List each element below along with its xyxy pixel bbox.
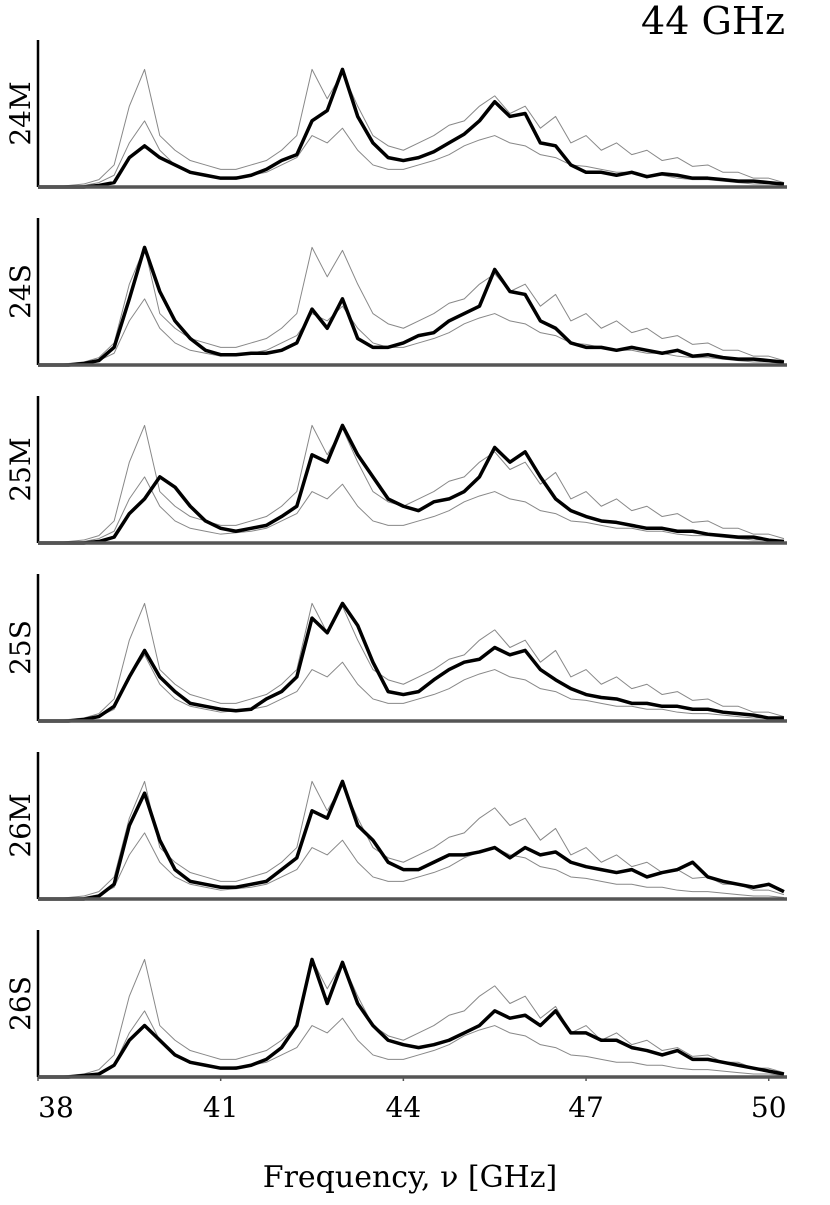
x-tick-label: 50 <box>751 1091 787 1124</box>
spectrum-line <box>38 67 785 189</box>
spectrum-line <box>38 424 785 544</box>
panel-label: 24M <box>4 81 37 145</box>
x-tick-label: 41 <box>203 1091 239 1124</box>
spectrum-line <box>38 423 785 545</box>
panel-label: 24S <box>4 264 37 319</box>
x-axis-label: Frequency, ν [GHz] <box>263 1160 557 1195</box>
spectrum-line <box>38 120 785 188</box>
spectrum-line <box>38 245 785 367</box>
spectrum-line <box>38 298 785 366</box>
spectrum-line <box>38 1010 785 1078</box>
spectrum-line <box>38 958 785 1078</box>
x-tick-label: 44 <box>386 1091 422 1124</box>
x-tick-label: 47 <box>568 1091 604 1124</box>
spectrum-line <box>38 832 785 900</box>
panel-label: 25M <box>4 437 37 501</box>
spectrum-line <box>38 602 785 722</box>
panel-label: 26S <box>4 976 37 1031</box>
spectrum-line <box>38 246 785 366</box>
spectrum-line <box>38 476 785 544</box>
spectrum-line <box>38 654 785 722</box>
x-tick-label: 38 <box>38 1091 74 1124</box>
spectrum-line <box>38 68 785 188</box>
panel-label: 25S <box>4 620 37 675</box>
spectrum-line <box>38 779 785 901</box>
panel-label: 26M <box>4 793 37 857</box>
chart-title: 44 GHz <box>641 0 785 43</box>
spectrum-line <box>38 957 785 1079</box>
spectrum-line <box>38 780 785 900</box>
spectrum-line <box>38 601 784 723</box>
